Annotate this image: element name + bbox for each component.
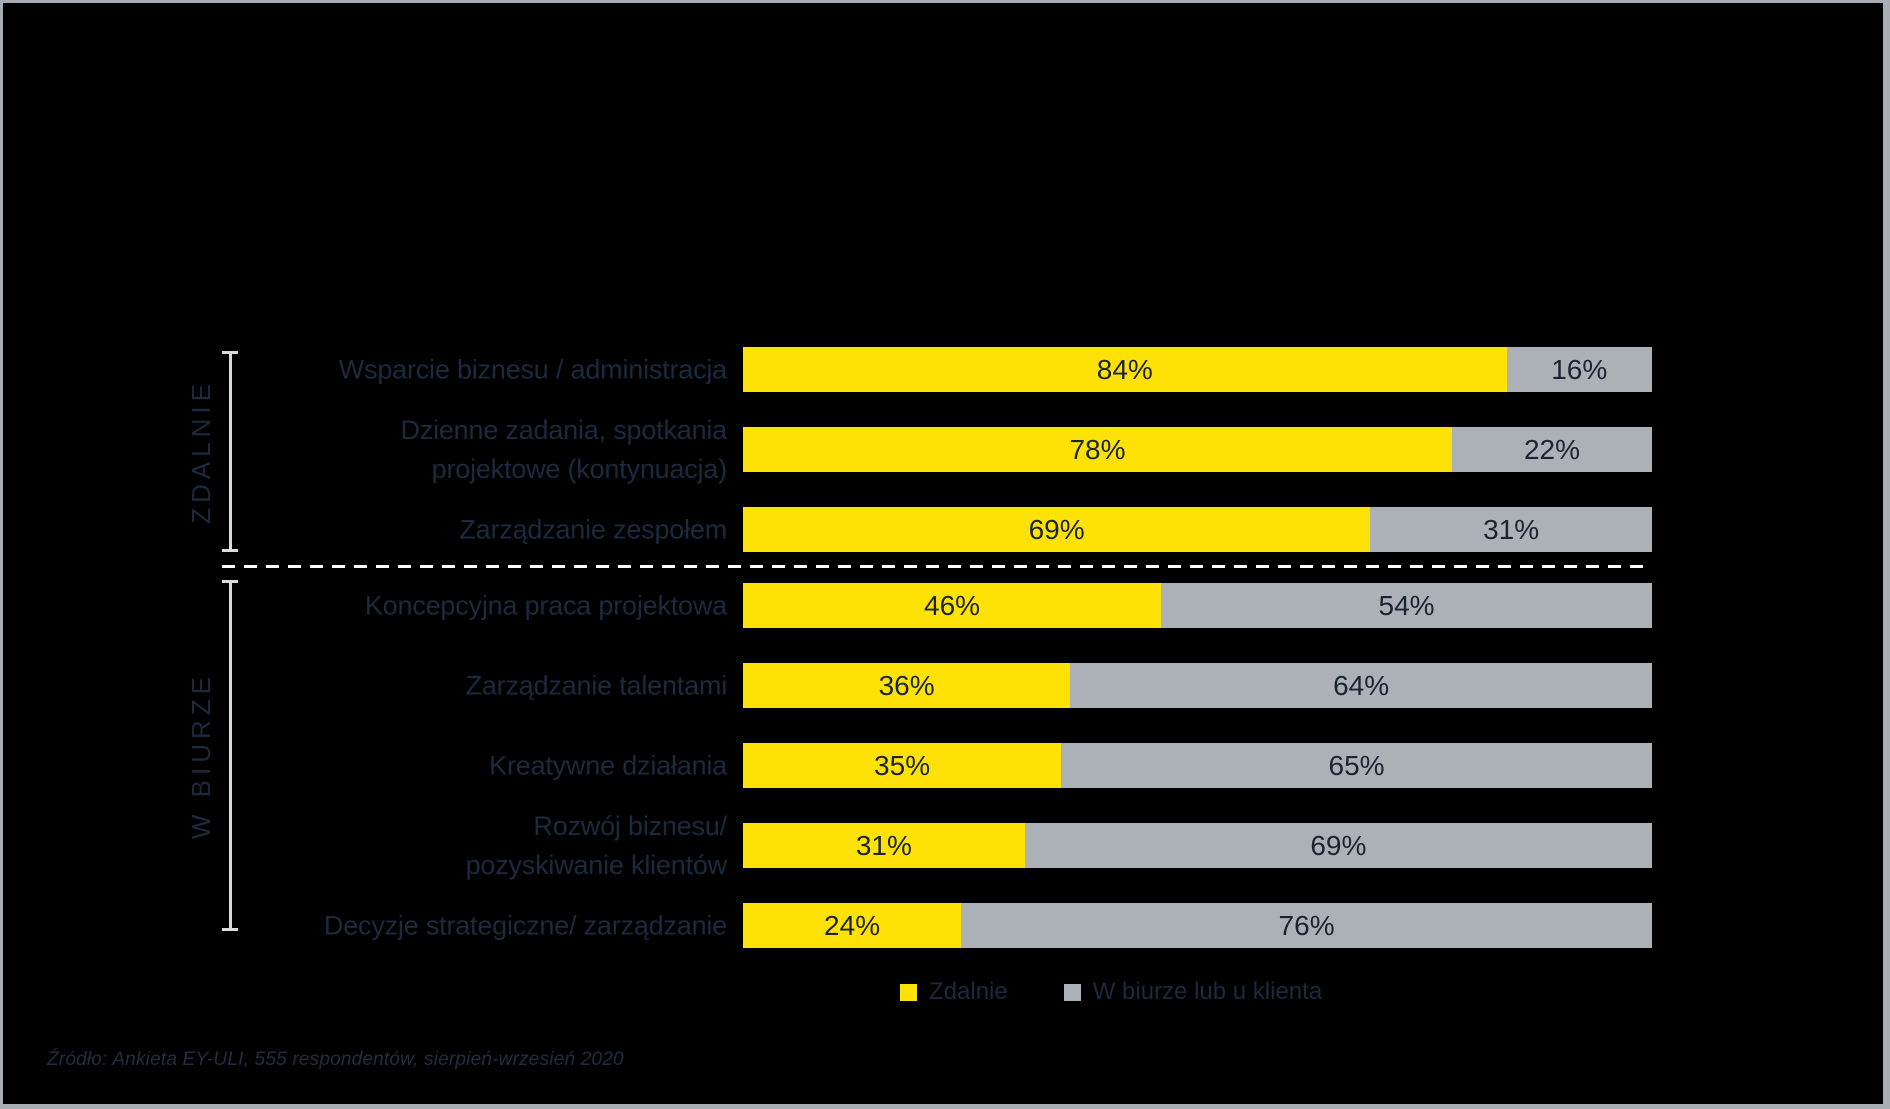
legend-item: W biurze lub u klienta — [1063, 978, 1323, 1006]
bar-segment-zdalnie: 24% — [743, 903, 962, 948]
stacked-bar: 31% 69% — [743, 823, 1652, 868]
bar-segment-zdalnie: 78% — [743, 427, 1453, 472]
row-label: Zarządzanie talentami — [465, 670, 728, 700]
row-label: Zarządzanie zespołem — [459, 514, 727, 544]
frame-border-left — [0, 0, 3, 1109]
bar-segment-zdalnie: 69% — [743, 507, 1371, 552]
frame-border-right — [1883, 0, 1890, 1109]
stacked-bar: 46% 54% — [743, 583, 1652, 628]
bracket-cap-bottom — [222, 928, 238, 931]
bracket-cap-top — [222, 580, 238, 583]
bracket-cap-top — [222, 351, 238, 354]
section-bracket-w-biurze — [222, 580, 238, 931]
legend-label: Zdalnie — [929, 978, 1008, 1005]
bar-segment-zdalnie: 35% — [743, 743, 1062, 788]
bar-segment-zdalnie: 36% — [743, 663, 1071, 708]
bracket-line — [229, 580, 232, 931]
row-label: Rozwój biznesu/pozyskiwanie klientów — [465, 810, 728, 880]
frame-border-top — [0, 0, 1890, 3]
bar-segment-w-biurze: 76% — [961, 903, 1652, 948]
legend-label: W biurze lub u klienta — [1092, 978, 1323, 1005]
stacked-bar: 35% 65% — [743, 743, 1652, 788]
row-label: Wsparcie biznesu / administracja — [338, 354, 727, 384]
row-label: Dzienne zadania, spotkania projektowe (ko… — [400, 414, 727, 484]
bar-segment-w-biurze: 69% — [1024, 823, 1652, 868]
source-note: Źródło: Ankieta EY-ULI, 555 respondentów… — [47, 1049, 624, 1070]
bar-segment-zdalnie: 84% — [743, 347, 1507, 392]
bar-segment-w-biurze: 64% — [1070, 663, 1652, 708]
stacked-bar: 24% 76% — [743, 903, 1652, 948]
bracket-cap-bottom — [222, 549, 238, 552]
chart-legend: Zdalnie W biurze lub u klienta — [900, 978, 1322, 1006]
section-divider-dashed-line — [222, 565, 1652, 568]
section-bracket-zdalnie — [222, 351, 238, 552]
bar-segment-w-biurze: 22% — [1452, 427, 1652, 472]
bar-segment-w-biurze: 31% — [1370, 507, 1652, 552]
row-label: Decyzje strategiczne/ zarządzanie — [323, 910, 727, 940]
bracket-line — [229, 351, 232, 552]
frame-border-bottom — [0, 1104, 1890, 1109]
bar-segment-w-biurze: 65% — [1061, 743, 1652, 788]
bar-segment-w-biurze: 16% — [1506, 347, 1652, 392]
legend-swatch-w-biurze — [1063, 983, 1081, 1001]
legend-swatch-zdalnie — [900, 983, 917, 1001]
row-label: Koncepcyjna praca projektowa — [364, 590, 727, 620]
legend-item: Zdalnie — [900, 978, 1008, 1006]
row-label: Kreatywne działania — [489, 750, 727, 780]
stacked-bar: 69% 31% — [743, 507, 1652, 552]
bar-segment-zdalnie: 46% — [743, 583, 1162, 628]
stacked-bar: 36% 64% — [743, 663, 1652, 708]
stacked-bar: 84% 16% — [743, 347, 1652, 392]
stacked-bar: 78% 22% — [743, 427, 1652, 472]
bar-segment-w-biurze: 54% — [1161, 583, 1652, 628]
bar-segment-zdalnie: 31% — [743, 823, 1025, 868]
